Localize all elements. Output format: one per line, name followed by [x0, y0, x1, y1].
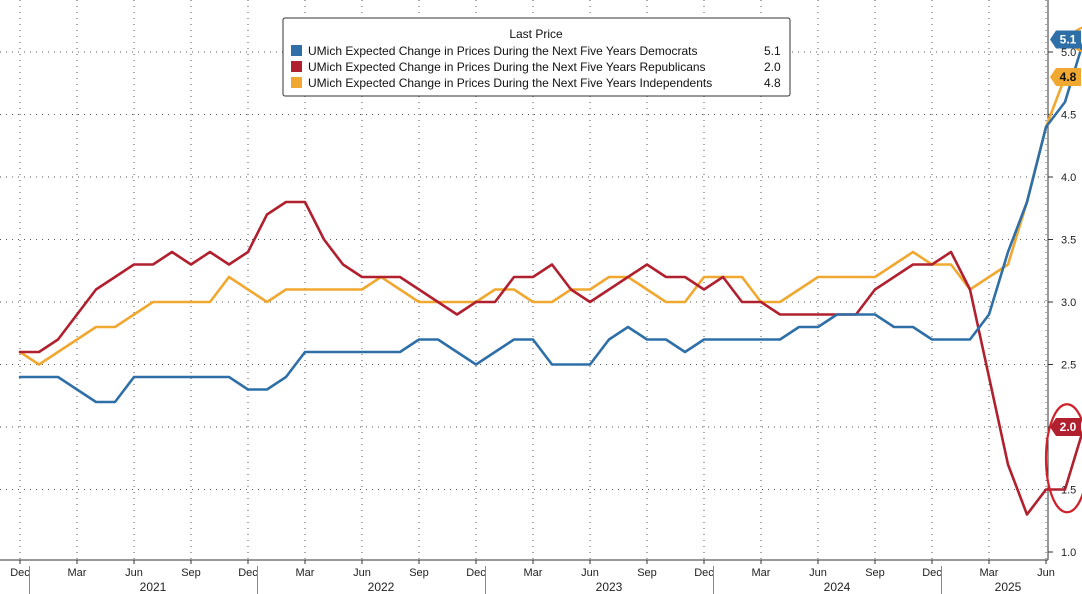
series-line-democrats [18, 41, 1082, 404]
badge-shape [1050, 418, 1081, 436]
legend-series-name: UMich Expected Change in Prices During t… [308, 60, 706, 74]
y-tick-label: 1.0 [1061, 547, 1076, 559]
legend-last-price: 2.0 [764, 60, 781, 74]
last-price-badge-republicans: 2.0 [1050, 418, 1081, 436]
badge-value: 4.8 [1060, 70, 1077, 84]
legend-last-price: 5.1 [764, 44, 781, 58]
x-month-label: Dec [466, 567, 486, 579]
x-month-label: Mar [296, 567, 315, 579]
badge-shape [1050, 68, 1081, 86]
x-month-label: Jun [581, 567, 599, 579]
y-tick-label: 3.5 [1061, 235, 1076, 247]
x-month-label: Jun [353, 567, 371, 579]
series-line-independents [18, 75, 1067, 366]
x-year-label: 2024 [824, 580, 851, 594]
badge-shape [1050, 30, 1081, 49]
x-month-label: Sep [637, 567, 657, 579]
x-year-label: 2025 [995, 580, 1022, 594]
x-year-label: 2022 [368, 580, 395, 594]
legend-swatch [291, 45, 302, 56]
legend-last-price: 4.8 [764, 76, 781, 90]
y-tick-label: 3.0 [1061, 297, 1076, 309]
x-month-label: Mar [524, 567, 543, 579]
series-layer [18, 41, 1082, 516]
legend-title: Last Price [509, 27, 563, 41]
annotation-circle-republicans [1044, 403, 1082, 514]
y-tick-label: 2.5 [1061, 360, 1076, 372]
x-month-label: Sep [409, 567, 429, 579]
last-price-badges: 5.1 4.8 2.0 [1050, 30, 1081, 436]
y-tick-label: 5.0 [1061, 47, 1076, 59]
last-price-badge-democrats: 5.1 [1050, 30, 1081, 49]
last-price-badge-independents: 4.8 [1050, 68, 1081, 86]
x-month-label: Jun [125, 567, 143, 579]
x-month-label: Jun [809, 567, 827, 579]
legend-swatch [291, 61, 302, 72]
legend-box [282, 17, 791, 97]
x-month-label: Mar [752, 567, 771, 579]
x-month-label: Dec [10, 567, 30, 579]
y-tick-label: 4.5 [1061, 110, 1076, 122]
x-month-label: Dec [922, 567, 942, 579]
legend-series-name: UMich Expected Change in Prices During t… [308, 44, 698, 58]
legend-swatch [291, 77, 302, 88]
x-month-label: Mar [68, 567, 87, 579]
legend-series-name: UMich Expected Change in Prices During t… [308, 76, 712, 90]
x-year-label: 2021 [140, 580, 167, 594]
x-month-label: Jun [1037, 567, 1055, 579]
badge-value: 2.0 [1060, 420, 1077, 434]
y-tick-label: 4.0 [1061, 172, 1076, 184]
annotations [1044, 26, 1082, 514]
x-month-label: Sep [865, 567, 885, 579]
x-month-label: Dec [694, 567, 714, 579]
x-month-label: Dec [238, 567, 258, 579]
badge-value: 5.1 [1060, 33, 1077, 47]
legend: Last Price UMich Expected Change in Price… [282, 17, 791, 97]
x-month-label: Sep [181, 567, 201, 579]
x-month-label: Mar [980, 567, 999, 579]
series-line-republicans [18, 200, 1082, 516]
x-year-label: 2023 [596, 580, 623, 594]
